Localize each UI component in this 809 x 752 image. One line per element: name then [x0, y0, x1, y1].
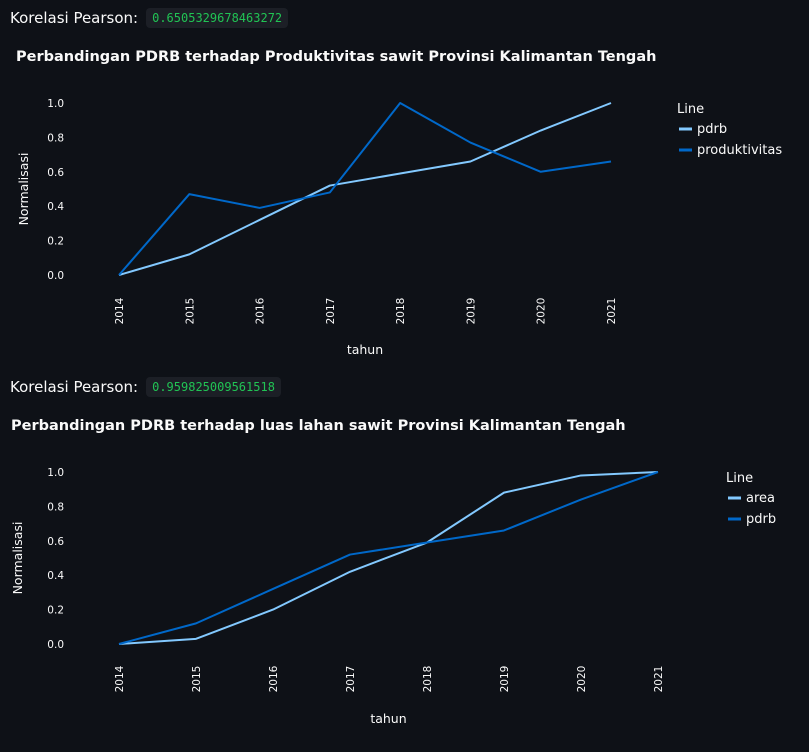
series-line-pdrb[interactable] — [118, 471, 659, 645]
y-axis-title: Normalisasi — [10, 522, 25, 595]
y-tick-label: 0.2 — [47, 605, 64, 617]
legend-title: Line — [677, 102, 704, 117]
x-tick-label: 2020 — [536, 298, 548, 325]
x-tick-label: 2017 — [345, 666, 357, 693]
x-tick-label: 2019 — [465, 298, 477, 325]
pearson-correlation-2: Korelasi Pearson: 0.959825009561518 — [10, 377, 281, 397]
pearson-correlation-1: Korelasi Pearson: 0.6505329678463272 — [10, 8, 289, 28]
y-tick-label: 0.6 — [47, 167, 64, 179]
y-tick-label: 1.0 — [47, 467, 64, 479]
legend-label-pdrb[interactable]: pdrb — [697, 122, 727, 137]
y-tick-label: 0.8 — [47, 132, 64, 144]
legend-label-pdrb[interactable]: pdrb — [746, 512, 776, 527]
y-axis-title: Normalisasi — [16, 153, 31, 226]
x-tick-label: 2020 — [576, 666, 588, 693]
chart-title-1: Perbandingan PDRB terhadap Produktivitas… — [16, 49, 657, 65]
x-tick-label: 2014 — [114, 665, 126, 692]
pearson-value-1: 0.6505329678463272 — [146, 8, 289, 28]
series-line-produktivitas[interactable] — [118, 102, 612, 276]
x-tick-label: 2019 — [499, 666, 511, 693]
line-chart-pdrb-area[interactable]: 0.0 0.2 0.4 0.6 0.8 1.0 2014 2015 2016 2017 2018 20… — [0, 456, 809, 736]
legend-title: Line — [726, 471, 753, 486]
y-tick-label: 0.0 — [47, 270, 64, 282]
x-axis-title: tahun — [370, 711, 406, 726]
y-tick-label: 0.8 — [47, 501, 64, 513]
series-line-pdrb[interactable] — [118, 102, 612, 276]
x-tick-label: 2018 — [422, 666, 434, 693]
y-tick-label: 0.4 — [47, 201, 64, 213]
x-tick-label: 2021 — [606, 298, 618, 325]
y-tick-label: 0.4 — [47, 570, 64, 582]
y-tick-label: 0.0 — [47, 639, 64, 651]
x-tick-label: 2021 — [653, 666, 665, 693]
chart-title-2: Perbandingan PDRB terhadap luas lahan sa… — [11, 418, 626, 434]
legend-label-area[interactable]: area — [746, 491, 775, 506]
pearson-value-2: 0.959825009561518 — [146, 377, 281, 397]
x-tick-label: 2015 — [191, 666, 203, 693]
pearson-label-1: Korelasi Pearson: — [10, 9, 139, 27]
x-tick-label: 2014 — [114, 297, 126, 324]
y-tick-label: 0.6 — [47, 536, 64, 548]
y-tick-label: 0.2 — [47, 236, 64, 248]
x-tick-label: 2016 — [255, 297, 267, 324]
x-tick-label: 2018 — [395, 298, 407, 325]
x-tick-label: 2016 — [268, 665, 280, 692]
y-tick-label: 1.0 — [47, 98, 64, 110]
pearson-label-2: Korelasi Pearson: — [10, 378, 139, 396]
x-tick-label: 2017 — [325, 298, 337, 325]
x-axis-title: tahun — [347, 342, 383, 357]
line-chart-pdrb-produktivitas[interactable]: 0.0 0.2 0.4 0.6 0.8 1.0 2014 2015 2016 2017 2018 20… — [0, 88, 809, 368]
legend-label-produktivitas[interactable]: produktivitas — [697, 143, 782, 158]
x-tick-label: 2015 — [184, 298, 196, 325]
series-line-area[interactable] — [118, 471, 659, 645]
